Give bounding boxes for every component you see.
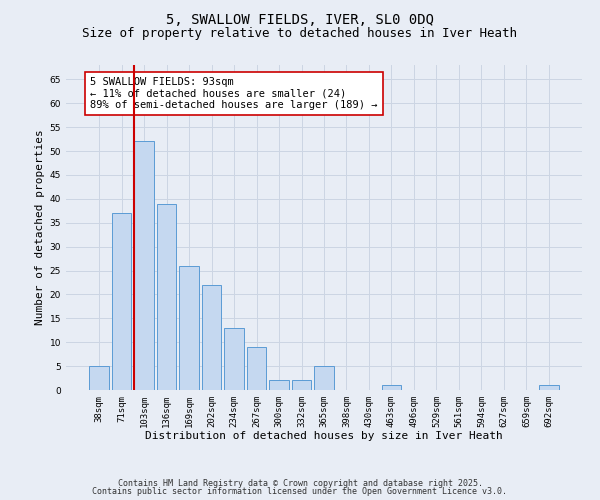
Bar (157, 204, 176, 390)
Bar (539, 385, 559, 390)
Y-axis label: Number of detached properties: Number of detached properties (35, 130, 46, 326)
Bar (269, 380, 289, 390)
Bar (112, 213, 131, 390)
Text: Contains public sector information licensed under the Open Government Licence v3: Contains public sector information licen… (92, 487, 508, 496)
Bar (89, 366, 109, 390)
Bar (134, 142, 154, 390)
Bar (202, 285, 221, 390)
Bar (292, 380, 311, 390)
Text: 5 SWALLOW FIELDS: 93sqm
← 11% of detached houses are smaller (24)
89% of semi-de: 5 SWALLOW FIELDS: 93sqm ← 11% of detache… (90, 77, 377, 110)
Bar (224, 328, 244, 390)
Text: Contains HM Land Registry data © Crown copyright and database right 2025.: Contains HM Land Registry data © Crown c… (118, 478, 482, 488)
Text: 5, SWALLOW FIELDS, IVER, SL0 0DQ: 5, SWALLOW FIELDS, IVER, SL0 0DQ (166, 12, 434, 26)
Bar (247, 347, 266, 390)
Bar (179, 266, 199, 390)
X-axis label: Distribution of detached houses by size in Iver Heath: Distribution of detached houses by size … (145, 432, 503, 442)
Bar (382, 385, 401, 390)
Text: Size of property relative to detached houses in Iver Heath: Size of property relative to detached ho… (83, 28, 517, 40)
Bar (314, 366, 334, 390)
